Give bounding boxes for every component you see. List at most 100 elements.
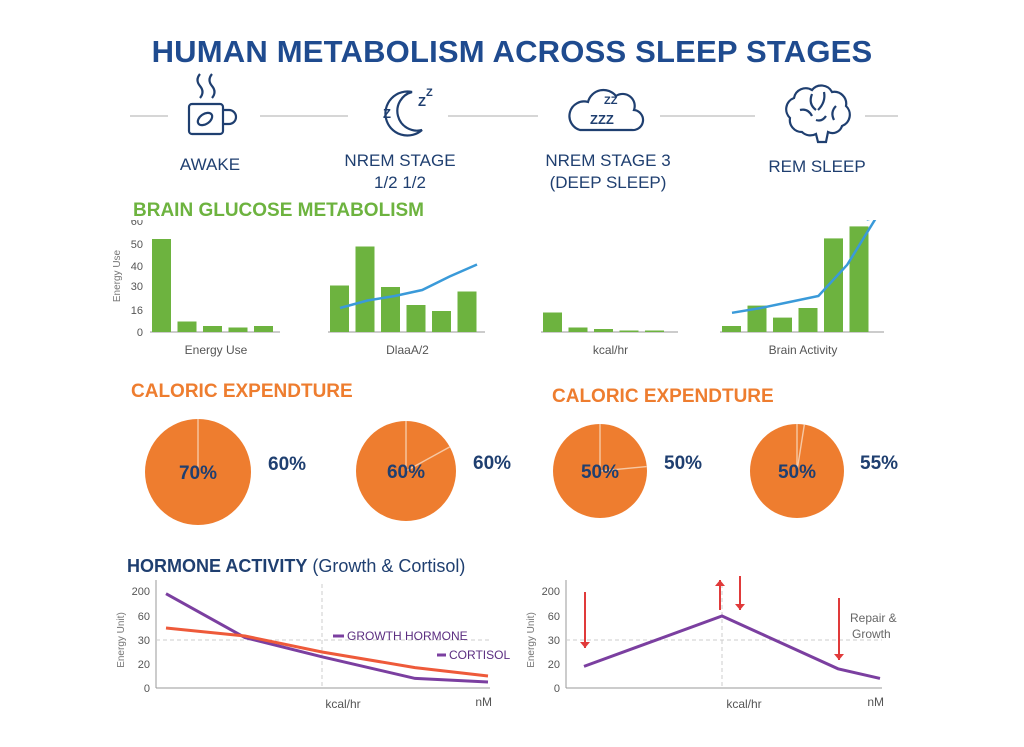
svg-text:Z: Z (426, 87, 433, 99)
stage-label-line2: (DEEP SLEEP) (549, 173, 667, 192)
svg-text:ZZ: ZZ (604, 95, 618, 107)
svg-text:ZZZ: ZZZ (590, 112, 614, 127)
red-arrowhead (735, 604, 745, 610)
stage-icon-row: Z Z Z ZZZ ZZ (130, 73, 898, 144)
y-tick-label: 200 (542, 586, 560, 598)
pie-inside-label: 60% (387, 462, 425, 483)
y-tick-label: 0 (137, 327, 143, 339)
y-axis-label: Energy Use (112, 249, 123, 302)
bar (824, 238, 843, 332)
x-axis-label: Brain Activity (769, 343, 838, 357)
bar (619, 330, 639, 332)
x-axis-label: DlaaА/2 (386, 343, 429, 357)
y-tick-label: 30 (548, 635, 560, 647)
series-line (165, 592, 489, 684)
y-tick-label: 20 (138, 659, 150, 671)
x-axis-label: Energy Use (185, 343, 248, 357)
section-title-caloric-right: CALORIC EXPENDTURE (552, 386, 774, 407)
x-axis-unit: nM (867, 695, 884, 709)
bar (798, 308, 818, 332)
pie-divider (405, 446, 451, 472)
page-title: HUMAN METABOLISM ACROSS SLEEP STAGES (151, 34, 873, 69)
bar (330, 285, 349, 332)
section-title-hormone: HORMONE ACTIVITY (Growth & Cortisol) (127, 556, 465, 577)
bar (177, 321, 197, 332)
y-tick-label: 30 (131, 281, 143, 293)
y-tick-label: 20 (548, 659, 560, 671)
trend-line (731, 220, 877, 315)
y-tick-label: 60 (138, 611, 150, 623)
stage-label-line1: NREM STAGE 3 (545, 151, 671, 170)
stage-label-line2: 1/2 1/2 (374, 173, 426, 192)
bar (406, 305, 426, 332)
pie-outside-label: 55% (860, 453, 898, 474)
pie-inside-label: 50% (778, 462, 816, 483)
caloric-pies: 70% 60% 60% 60% 50% 50% 50% 55% (145, 419, 898, 525)
stage-label-line1: AWAKE (179, 155, 241, 174)
y-tick-label: 30 (138, 635, 150, 647)
y-tick-label: 0 (144, 683, 150, 695)
bar (849, 226, 869, 332)
annotation-line: Repair & (850, 611, 897, 625)
y-tick-label: 16 (131, 305, 143, 317)
red-arrowhead (834, 654, 844, 660)
red-arrowhead (715, 580, 725, 586)
pie-divider (599, 465, 647, 472)
bar (645, 330, 664, 332)
y-tick-label: 200 (132, 586, 150, 598)
legend-label: GROWTH HORMONE (347, 629, 468, 643)
pie-outside-label: 60% (268, 454, 306, 475)
bar (594, 329, 613, 332)
svg-text:Z: Z (383, 106, 391, 121)
hormone-title-sub: (Growth & Cortisol) (312, 556, 466, 576)
stage-label-line1: REM SLEEP (768, 157, 866, 176)
y-tick-label: 60 (548, 611, 560, 623)
y-tick-label: 50 (131, 239, 143, 251)
stage-label-nrem12: NREM STAGE 1/2 1/2 (330, 150, 470, 194)
glucose-charts: 0 16 30 40 50 60 Energy Use Energy Use DlaaА/2 kc… (112, 220, 884, 357)
trend-line (339, 263, 478, 310)
series-line (583, 614, 881, 680)
bar (543, 312, 562, 332)
bar (355, 246, 375, 332)
pie-outside-label: 60% (473, 453, 511, 474)
section-title-caloric-left: CALORIC EXPENDTURE (131, 381, 353, 402)
pie-inside-label: 70% (179, 463, 217, 484)
bar (457, 291, 477, 332)
bar (152, 239, 171, 332)
x-axis-unit: nM (475, 695, 492, 709)
pie-inside-label: 50% (581, 462, 619, 483)
bar (203, 326, 222, 332)
bar (432, 311, 451, 332)
annotation-label: Repair & Growth (850, 611, 897, 641)
stage-label-nrem3: NREM STAGE 3 (DEEP SLEEP) (528, 150, 688, 194)
crescent-moon-zzz-icon: Z Z Z (383, 87, 433, 137)
bar (722, 326, 741, 332)
legend-label: CORTISOL (449, 648, 510, 662)
y-axis-label: Energy Unit) (526, 612, 537, 668)
y-tick-label: 60 (131, 220, 143, 228)
y-axis-label: Energy Unit) (116, 612, 127, 668)
section-title-glucose: BRAIN GLUCOSE METABOLISM (133, 200, 424, 221)
x-axis-label: kcal/hr (325, 697, 360, 711)
pie-outside-label: 50% (664, 453, 702, 474)
x-axis-label: kcal/hr (726, 697, 761, 711)
bar (228, 327, 248, 332)
series-line (165, 626, 489, 678)
bar (381, 287, 400, 332)
x-axis-label: kcal/hr (593, 343, 628, 357)
bar (747, 305, 767, 332)
brain-icon (785, 84, 851, 144)
svg-text:Z: Z (418, 94, 426, 109)
pie-divider (796, 424, 806, 472)
bar (254, 326, 273, 332)
bar (773, 317, 792, 332)
cloud-zzz-icon: ZZZ ZZ (568, 88, 645, 132)
stage-label-awake: AWAKE (150, 154, 270, 176)
y-tick-label: 0 (554, 683, 560, 695)
coffee-cup-icon (187, 73, 238, 136)
annotation-line: Growth (852, 627, 891, 641)
bar (568, 327, 588, 332)
y-tick-label: 40 (131, 261, 143, 273)
